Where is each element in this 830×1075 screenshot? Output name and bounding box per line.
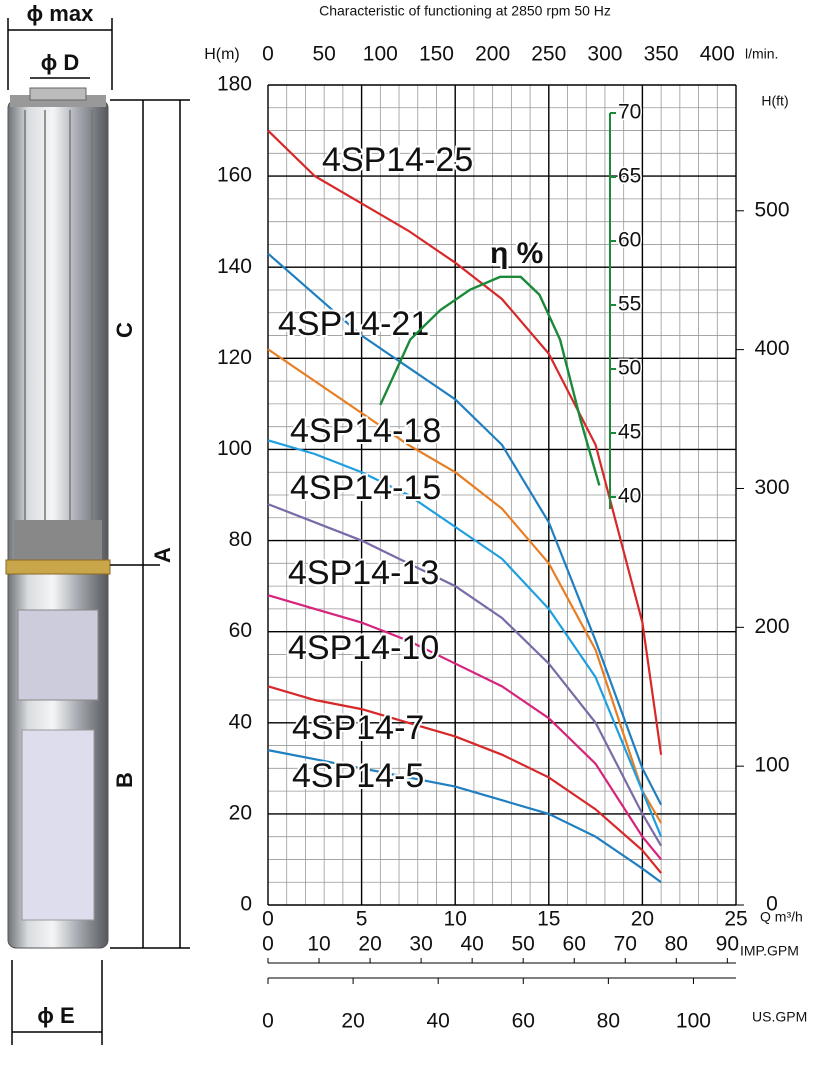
imp-tick-label: 70 bbox=[614, 933, 637, 956]
x2-tick-label: 200 bbox=[475, 43, 510, 66]
imp-tick-label: 20 bbox=[358, 933, 381, 956]
series-line bbox=[267, 594, 662, 861]
us-tick-label: 0 bbox=[262, 1010, 274, 1033]
y2-tick-label: 400 bbox=[754, 337, 789, 360]
y-axis-label: H(m) bbox=[204, 46, 240, 63]
series-label: 4SP14-21 bbox=[278, 305, 429, 343]
eta-tick-label: 70 bbox=[618, 101, 641, 124]
efficiency-label: η % bbox=[490, 237, 543, 270]
series-label: 4SP14-25 bbox=[322, 141, 473, 179]
series-line bbox=[267, 439, 663, 838]
eta-tick-label: 55 bbox=[618, 293, 641, 316]
dim-label: ϕ D bbox=[41, 50, 80, 75]
us-tick-label: 60 bbox=[512, 1010, 535, 1033]
series-line bbox=[267, 129, 663, 755]
x2-tick-label: 150 bbox=[419, 43, 454, 66]
y2-tick-label: 300 bbox=[754, 476, 789, 499]
dim-label: ϕ max bbox=[27, 1, 94, 26]
efficiency-line bbox=[379, 275, 601, 486]
series-line bbox=[267, 685, 662, 874]
us-tick-label: 20 bbox=[341, 1010, 364, 1033]
eta-tick-label: 45 bbox=[618, 421, 641, 444]
us-tick-label: 80 bbox=[597, 1010, 620, 1033]
series-label: 4SP14-5 bbox=[292, 757, 424, 795]
us-tick-label: 40 bbox=[427, 1010, 450, 1033]
x2-tick-label: 100 bbox=[363, 43, 398, 66]
imp-tick-label: 0 bbox=[262, 933, 274, 956]
x2-tick-label: 400 bbox=[700, 43, 735, 66]
x2-axis-label: l/min. bbox=[745, 46, 778, 62]
x2-tick-label: 0 bbox=[262, 43, 274, 66]
x2-tick-label: 300 bbox=[587, 43, 622, 66]
series-line bbox=[267, 503, 663, 847]
y-tick-label: 120 bbox=[217, 346, 252, 369]
y-tick-label: 20 bbox=[229, 801, 252, 824]
series-label: 4SP14-15 bbox=[290, 469, 441, 507]
dimension-lines bbox=[7, 18, 190, 1045]
imp-tick-label: 90 bbox=[716, 933, 739, 956]
y2-axis-label: H(ft) bbox=[761, 93, 788, 109]
y-tick-label: 60 bbox=[229, 619, 252, 642]
dim-label: ϕ E bbox=[37, 1003, 74, 1028]
series-line bbox=[267, 348, 663, 824]
eta-tick-label: 65 bbox=[618, 165, 641, 188]
y2-tick-label: 0 bbox=[766, 893, 778, 916]
y-tick-label: 140 bbox=[217, 255, 252, 278]
us-tick-label: 100 bbox=[676, 1010, 711, 1033]
imp-tick-label: 30 bbox=[409, 933, 432, 956]
y-tick-label: 40 bbox=[229, 710, 252, 733]
x-tick-label: 10 bbox=[444, 908, 467, 931]
x-tick-label: 5 bbox=[356, 908, 368, 931]
series-label: 4SP14-10 bbox=[288, 629, 439, 667]
y-tick-label: 180 bbox=[217, 73, 252, 96]
y2-tick-label: 200 bbox=[754, 615, 789, 638]
eta-tick-label: 50 bbox=[618, 357, 641, 380]
x2-tick-label: 350 bbox=[644, 43, 679, 66]
eta-tick-label: 40 bbox=[618, 485, 641, 508]
imp-tick-label: 10 bbox=[307, 933, 330, 956]
x-axis-label: Q m³/h bbox=[760, 909, 803, 925]
eta-tick-label: 60 bbox=[618, 229, 641, 252]
x-tick-label: 15 bbox=[537, 908, 560, 931]
y-tick-label: 100 bbox=[217, 437, 252, 460]
y-tick-label: 160 bbox=[217, 164, 252, 187]
dim-label: A bbox=[150, 547, 175, 563]
imp-axis-label: IMP.GPM bbox=[740, 943, 799, 959]
x-tick-label: 25 bbox=[724, 908, 747, 931]
x-tick-label: 20 bbox=[631, 908, 654, 931]
chart-title: Characteristic of functioning at 2850 rp… bbox=[319, 3, 611, 19]
series-label: 4SP14-18 bbox=[290, 412, 441, 450]
imp-tick-label: 40 bbox=[460, 933, 483, 956]
x-tick-label: 0 bbox=[262, 908, 274, 931]
us-axis-label: US.GPM bbox=[752, 1009, 807, 1025]
dim-label: C bbox=[112, 322, 137, 338]
pump-image bbox=[5, 87, 111, 949]
y-tick-label: 80 bbox=[229, 528, 252, 551]
x2-tick-label: 250 bbox=[531, 43, 566, 66]
series-line bbox=[267, 252, 663, 806]
imp-tick-label: 60 bbox=[563, 933, 586, 956]
y2-tick-label: 500 bbox=[754, 198, 789, 221]
imp-tick-label: 50 bbox=[512, 933, 535, 956]
dim-label: B bbox=[112, 772, 137, 788]
x2-tick-label: 50 bbox=[312, 43, 335, 66]
imp-tick-label: 80 bbox=[665, 933, 688, 956]
series-line bbox=[267, 749, 662, 884]
series-label: 4SP14-13 bbox=[288, 554, 439, 592]
y-tick-label: 0 bbox=[240, 893, 252, 916]
series-label: 4SP14-7 bbox=[292, 709, 424, 747]
y2-tick-label: 100 bbox=[754, 754, 789, 777]
